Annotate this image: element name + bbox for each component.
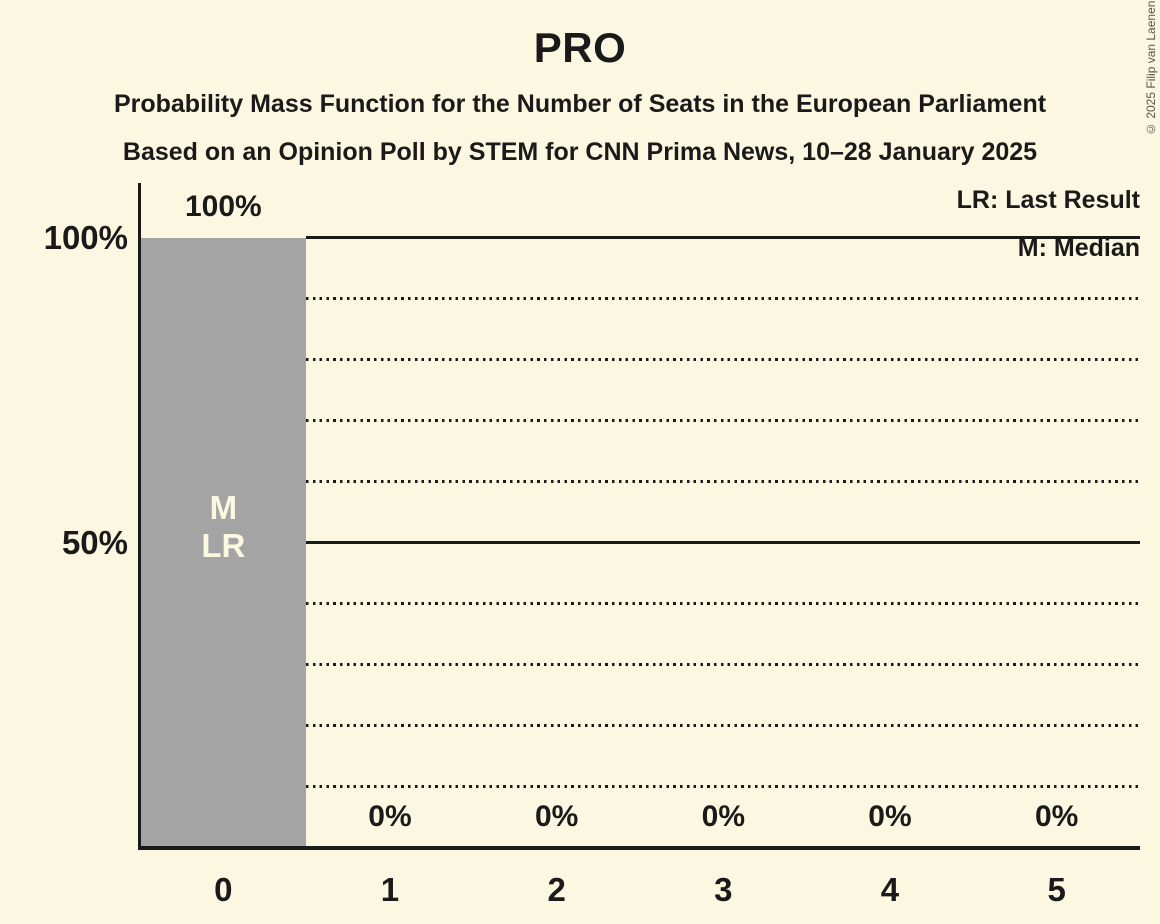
gridline-dotted-80pct: [306, 358, 1140, 362]
gridline-dotted-70pct: [306, 419, 1140, 423]
gridline-dotted-20pct: [306, 724, 1140, 728]
bar-value-label-1: 0%: [368, 800, 412, 833]
x-tick-label-5: 5: [1047, 871, 1066, 908]
x-tick-label-4: 4: [880, 871, 900, 908]
gridline-dotted-90pct: [306, 297, 1140, 301]
x-tick-label-0: 0: [214, 871, 233, 908]
bar-value-label-0: 100%: [184, 189, 262, 223]
gridline-solid-50pct: [306, 541, 1140, 545]
x-tick-label-3: 3: [714, 871, 733, 908]
gridline-dotted-60pct: [306, 480, 1140, 484]
copyright-text: © 2025 Filip van Laenen: [1144, 0, 1158, 136]
bar-value-label-5: 0%: [1034, 800, 1079, 833]
chart-subtitle-2: Based on an Opinion Poll by STEM for CNN…: [122, 138, 1038, 166]
chart-subtitle-1: Probability Mass Function for the Number…: [113, 90, 1047, 118]
x-axis-line: [138, 846, 1140, 850]
gridline-dotted-30pct: [306, 663, 1140, 667]
x-tick-label-2: 2: [547, 871, 566, 908]
bar-value-label-2: 0%: [534, 800, 579, 833]
y-axis-line: [138, 183, 141, 849]
gridline-solid-100pct: [306, 236, 1140, 239]
legend-median: M: Median: [1017, 234, 1140, 262]
legend-last-result: LR: Last Result: [956, 186, 1140, 214]
y-tick-label-100: 100%: [43, 218, 128, 256]
bar-annotation-median-lastresult: M LR: [201, 488, 246, 564]
bar-value-label-3: 0%: [701, 800, 745, 833]
bar-value-label-4: 0%: [868, 800, 912, 833]
y-tick-label-50: 50%: [61, 523, 128, 561]
gridline-dotted-40pct: [306, 602, 1140, 606]
bar-seats-0: [141, 237, 306, 848]
x-tick-label-1: 1: [380, 871, 400, 908]
gridline-dotted-10pct: [306, 785, 1140, 789]
chart-title: PRO: [533, 24, 627, 71]
